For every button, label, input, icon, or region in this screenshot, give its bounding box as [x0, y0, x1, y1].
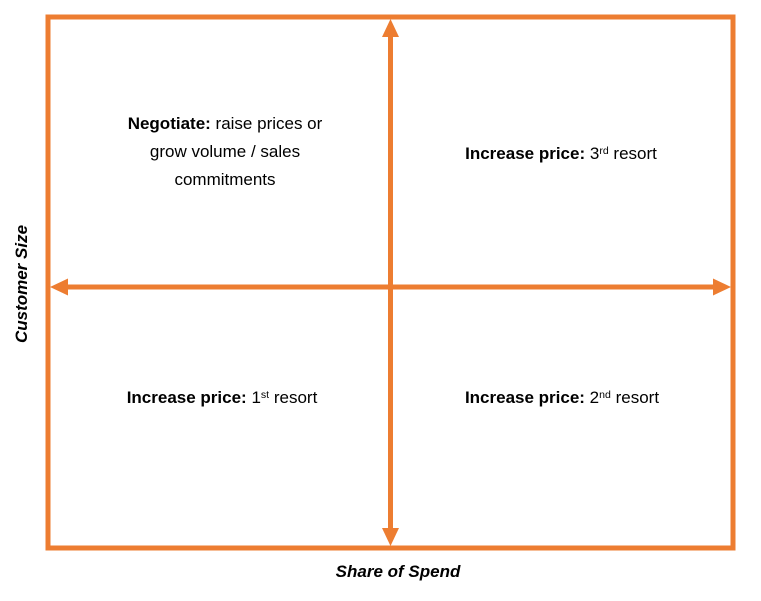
- quadrant-bottom-right-number: 2: [584, 388, 600, 407]
- arrowhead-down-icon: [382, 528, 399, 546]
- arrowhead-up-icon: [382, 19, 399, 37]
- quadrant-bottom-left-rest: resort: [269, 388, 318, 407]
- quadrant-bottom-right: Increase price: 2nd resort: [465, 384, 659, 414]
- quadrant-top-left-line1: Negotiate: raise prices or: [128, 110, 323, 138]
- quadrant-bottom-right-ordinal: nd: [599, 389, 611, 402]
- quadrant-top-right-keyword: Increase price:: [465, 144, 586, 163]
- quadrant-top-left-line2: grow volume / sales: [149, 142, 301, 161]
- matrix-border: [45, 14, 736, 551]
- quadrant-top-left: Negotiate: raise prices or grow volume /…: [128, 110, 323, 194]
- quadrant-top-left-keyword: Negotiate:: [127, 114, 211, 133]
- quadrant-bottom-left: Increase price: 1st resort: [127, 384, 318, 414]
- quadrant-top-left-line1-rest: raise prices or: [210, 114, 323, 133]
- quadrant-top-right-ordinal: rd: [599, 145, 609, 158]
- quadrant-top-right-number: 3: [585, 144, 600, 163]
- quadrant-top-right: Increase price: 3rd resort: [465, 140, 657, 170]
- quadrant-bottom-left-ordinal: st: [260, 389, 270, 402]
- y-axis-label: Customer Size: [12, 224, 31, 344]
- arrowhead-left-icon: [50, 278, 68, 296]
- quadrant-bottom-left-number: 1: [246, 388, 261, 407]
- quadrant-bottom-right-rest: resort: [610, 388, 660, 407]
- x-axis-label: Share of Spend: [335, 562, 461, 581]
- quadrant-bottom-right-keyword: Increase price:: [464, 388, 585, 407]
- quadrant-top-left-line3: commitments: [174, 170, 276, 189]
- quadrant-top-right-rest: resort: [608, 144, 657, 163]
- quadrant-bottom-left-keyword: Increase price:: [126, 388, 247, 407]
- arrowhead-right-icon: [713, 278, 731, 296]
